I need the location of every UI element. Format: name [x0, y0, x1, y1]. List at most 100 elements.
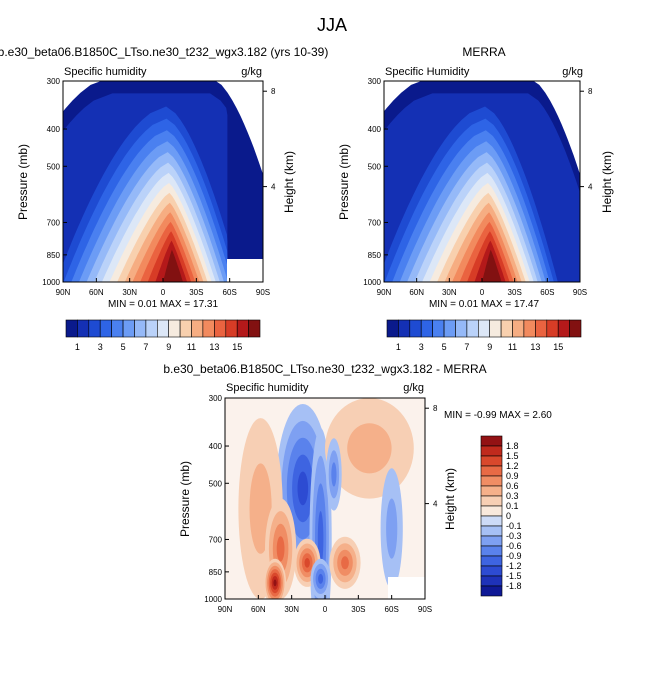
- colorbar-label: 3: [98, 342, 103, 352]
- x-tick-label: 30N: [122, 288, 137, 297]
- difference-contour-5-4: [276, 536, 285, 562]
- y-tick-label: 400: [209, 442, 223, 451]
- colorbar-swatch: [248, 319, 261, 338]
- y-tick-label: 500: [368, 162, 382, 171]
- y-right-tick-label: 4: [433, 500, 438, 509]
- x-tick-label: 30S: [508, 288, 522, 297]
- panel-model: b.e30_beta06.B1850C_LTso.ne30_t232_wgx3.…: [0, 45, 328, 352]
- colorbar-label: 1.5: [506, 451, 519, 461]
- colorbar-swatch: [535, 319, 548, 338]
- colorbar-label: 1: [396, 342, 401, 352]
- colorbar-swatch: [236, 319, 249, 338]
- colorbar-swatch: [480, 575, 503, 587]
- colorbar-label: 1: [75, 342, 80, 352]
- y-tick-label: 400: [368, 125, 382, 134]
- panel-difference-colorbar: 1.81.51.20.90.60.30.10-0.1-0.3-0.6-0.9-1…: [480, 435, 522, 597]
- colorbar-label: 3: [419, 342, 424, 352]
- y-right-tick-label: 4: [588, 183, 593, 192]
- x-tick-label: 0: [161, 288, 166, 297]
- panel-difference-field: [238, 398, 414, 599]
- panel-model-units: g/kg: [241, 66, 262, 78]
- x-tick-label: 0: [323, 605, 328, 614]
- y-right-tick-label: 8: [588, 87, 593, 96]
- x-tick-label: 90S: [256, 288, 270, 297]
- colorbar-label: 11: [508, 342, 517, 352]
- colorbar-swatch: [466, 319, 479, 338]
- colorbar-swatch: [214, 319, 227, 338]
- colorbar-label: 13: [209, 342, 219, 352]
- y-tick-label: 300: [209, 394, 223, 403]
- difference-contour-8-4: [341, 556, 349, 570]
- colorbar-swatch: [512, 319, 525, 338]
- colorbar-swatch: [409, 319, 422, 338]
- colorbar-swatch: [480, 455, 503, 467]
- panel-difference-left-label: Specific humidity: [226, 382, 309, 394]
- x-tick-label: 60N: [89, 288, 104, 297]
- y-right-tick-label: 8: [433, 404, 438, 413]
- colorbar-label: 0.9: [506, 471, 519, 481]
- colorbar-label: 0.1: [506, 501, 519, 511]
- colorbar-swatch: [480, 475, 503, 487]
- panel-merra-title: MERRA: [462, 45, 505, 59]
- difference-contour-9-4: [318, 573, 324, 584]
- colorbar-swatch: [202, 319, 215, 338]
- x-tick-label: 30N: [284, 605, 299, 614]
- panel-model-missing-region: [227, 259, 263, 282]
- colorbar-label: 13: [530, 342, 540, 352]
- x-tick-label: 90S: [573, 288, 587, 297]
- colorbar-label: -0.1: [506, 521, 522, 531]
- y-tick-label: 1000: [204, 595, 222, 604]
- colorbar-swatch: [168, 319, 181, 338]
- colorbar-swatch: [480, 545, 503, 557]
- colorbar-label: 0: [506, 511, 511, 521]
- panel-model-stats: MIN = 0.01 MAX = 17.31: [108, 299, 218, 310]
- colorbar-swatch: [500, 319, 513, 338]
- colorbar-swatch: [420, 319, 433, 338]
- panel-model-axes: 90N 60N 30N 0 30S 60S 90S 300 400 500 700 850 1000 8 4: [42, 77, 276, 297]
- y-tick-label: 850: [47, 251, 61, 260]
- y-tick-label: 700: [47, 218, 61, 227]
- x-tick-label: 60S: [223, 288, 237, 297]
- y-tick-label: 1000: [363, 278, 381, 287]
- panel-difference-units: g/kg: [403, 382, 424, 394]
- x-tick-label: 30S: [189, 288, 203, 297]
- colorbar-swatch: [480, 585, 503, 597]
- colorbar-swatch: [99, 319, 112, 338]
- x-tick-label: 90N: [56, 288, 71, 297]
- panel-difference-missing-region: [388, 577, 425, 599]
- colorbar-swatch: [443, 319, 456, 338]
- colorbar-label: 7: [143, 342, 148, 352]
- x-tick-label: 0: [480, 288, 485, 297]
- colorbar-label: -1.5: [506, 571, 522, 581]
- panel-model-field: [63, 81, 263, 282]
- x-tick-label: 60N: [251, 605, 266, 614]
- y-tick-label: 700: [209, 535, 223, 544]
- colorbar-label: -0.3: [506, 531, 522, 541]
- panel-model-ylabel: Pressure (mb): [16, 144, 30, 220]
- colorbar-label: 5: [121, 342, 126, 352]
- colorbar-swatch: [432, 319, 445, 338]
- y-tick-label: 500: [47, 162, 61, 171]
- panel-difference-axes: 90N 60N 30N 0 30S 60S 90S 300 400 500 700 850 1000 8 4: [204, 394, 438, 614]
- colorbar-label: 11: [187, 342, 196, 352]
- figure-title: JJA: [317, 15, 347, 35]
- panel-difference-stats: MIN = -0.99 MAX = 2.60: [444, 410, 552, 421]
- colorbar-label: 1.8: [506, 441, 519, 451]
- y-tick-label: 300: [368, 77, 382, 86]
- colorbar-label: 5: [442, 342, 447, 352]
- panel-difference-ylabel: Pressure (mb): [178, 461, 192, 537]
- colorbar-swatch: [88, 319, 101, 338]
- panel-merra-left-label: Specific Humidity: [385, 66, 470, 78]
- y-tick-label: 700: [368, 218, 382, 227]
- y-tick-label: 500: [209, 479, 223, 488]
- difference-contour-11-3: [331, 462, 337, 487]
- x-tick-label: 90N: [377, 288, 392, 297]
- colorbar-swatch: [480, 495, 503, 507]
- colorbar-swatch: [145, 319, 158, 338]
- panel-difference-ylabel-right: Height (km): [443, 468, 457, 530]
- colorbar-label: 1.2: [506, 461, 519, 471]
- x-tick-label: 60S: [385, 605, 399, 614]
- colorbar-swatch: [77, 319, 90, 338]
- x-tick-label: 60N: [409, 288, 424, 297]
- colorbar-swatch: [480, 535, 503, 547]
